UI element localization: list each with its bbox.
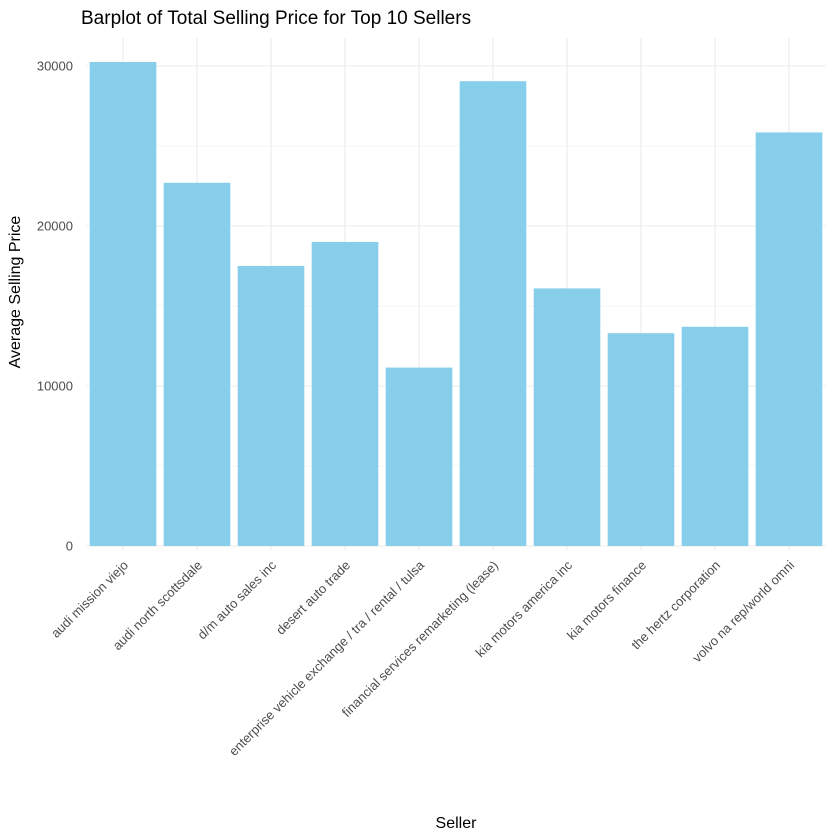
x-tick-label: d/m auto sales inc bbox=[194, 557, 279, 642]
x-tick-label: financial services remarketing (lease) bbox=[339, 558, 501, 720]
chart-title: Barplot of Total Selling Price for Top 1… bbox=[81, 8, 471, 29]
bar bbox=[89, 62, 157, 546]
bar bbox=[385, 367, 453, 546]
bar bbox=[681, 326, 749, 546]
x-tick-label: desert auto trade bbox=[273, 558, 353, 638]
x-tick-label: kia motors finance bbox=[564, 558, 649, 643]
bar bbox=[533, 288, 601, 546]
bar bbox=[607, 333, 675, 546]
bars bbox=[89, 62, 823, 547]
bar bbox=[163, 182, 231, 547]
bar bbox=[459, 81, 527, 546]
y-tick-label: 0 bbox=[66, 539, 73, 554]
bar bbox=[237, 266, 305, 546]
y-tick-label: 10000 bbox=[37, 379, 73, 394]
bar bbox=[311, 242, 379, 546]
y-tick-label: 30000 bbox=[37, 59, 73, 74]
bar bbox=[755, 132, 823, 546]
x-tick-label: audi mission viejo bbox=[48, 558, 131, 641]
y-axis-title: Average Selling Price bbox=[7, 216, 24, 369]
x-axis-title: Seller bbox=[436, 815, 478, 832]
y-tick-label: 20000 bbox=[37, 219, 73, 234]
y-axis-ticks: 0 10000 20000 30000 bbox=[37, 59, 73, 554]
